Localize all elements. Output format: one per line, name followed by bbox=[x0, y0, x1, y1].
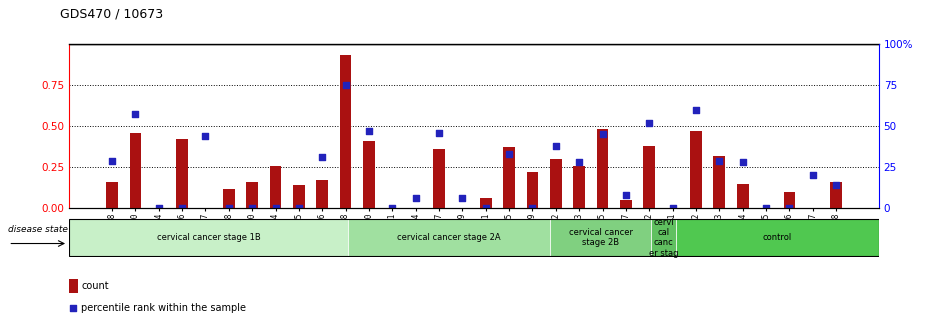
Point bbox=[362, 128, 376, 134]
Bar bbox=[620, 200, 632, 208]
Point bbox=[291, 206, 306, 211]
Bar bbox=[597, 129, 609, 208]
Point bbox=[128, 112, 142, 117]
Bar bbox=[177, 139, 188, 208]
Bar bbox=[831, 182, 842, 208]
Point bbox=[284, 166, 299, 172]
Bar bbox=[550, 219, 651, 256]
Bar bbox=[106, 182, 117, 208]
Point bbox=[525, 206, 540, 211]
Bar bbox=[644, 146, 655, 208]
Bar bbox=[246, 182, 258, 208]
Point bbox=[665, 206, 680, 211]
Bar bbox=[676, 219, 879, 256]
Point bbox=[455, 196, 470, 201]
Text: GDS470 / 10673: GDS470 / 10673 bbox=[60, 7, 163, 20]
Bar bbox=[270, 166, 281, 208]
Bar bbox=[339, 55, 352, 208]
Point bbox=[198, 133, 213, 138]
Point bbox=[175, 206, 190, 211]
Point bbox=[339, 82, 353, 88]
Bar bbox=[316, 180, 328, 208]
Point bbox=[408, 196, 423, 201]
Bar bbox=[737, 183, 748, 208]
Point bbox=[712, 158, 727, 163]
Bar bbox=[69, 279, 78, 293]
Point bbox=[245, 206, 260, 211]
Text: cervical cancer
stage 2B: cervical cancer stage 2B bbox=[569, 228, 633, 247]
Point bbox=[314, 155, 329, 160]
Point bbox=[782, 206, 796, 211]
Point bbox=[432, 130, 447, 135]
Point bbox=[221, 206, 236, 211]
Bar bbox=[433, 149, 445, 208]
Point bbox=[385, 206, 400, 211]
Point bbox=[478, 206, 493, 211]
Bar bbox=[130, 133, 142, 208]
Bar bbox=[348, 219, 550, 256]
Bar bbox=[293, 185, 304, 208]
Bar bbox=[690, 131, 702, 208]
Text: disease state: disease state bbox=[8, 225, 68, 234]
Bar bbox=[574, 166, 585, 208]
Point bbox=[572, 160, 586, 165]
Bar bbox=[223, 188, 235, 208]
Bar bbox=[713, 156, 725, 208]
Bar bbox=[503, 148, 515, 208]
Point bbox=[735, 160, 750, 165]
Point bbox=[549, 143, 563, 149]
Point bbox=[806, 173, 820, 178]
Point bbox=[501, 151, 516, 157]
Point bbox=[619, 193, 634, 198]
Point bbox=[688, 107, 703, 112]
Point bbox=[105, 158, 119, 163]
Point bbox=[758, 206, 773, 211]
Text: cervical cancer stage 2A: cervical cancer stage 2A bbox=[397, 233, 500, 242]
Text: percentile rank within the sample: percentile rank within the sample bbox=[81, 303, 246, 313]
Bar bbox=[69, 219, 348, 256]
Text: cervical cancer stage 1B: cervical cancer stage 1B bbox=[156, 233, 260, 242]
Bar bbox=[783, 192, 796, 208]
Bar bbox=[364, 141, 375, 208]
Text: control: control bbox=[763, 233, 792, 242]
Text: count: count bbox=[81, 281, 109, 291]
Text: cervi
cal
canc
er stag: cervi cal canc er stag bbox=[649, 218, 679, 258]
Point bbox=[152, 206, 166, 211]
Point bbox=[595, 132, 610, 137]
Bar bbox=[526, 172, 538, 208]
Point bbox=[268, 206, 283, 211]
Point bbox=[642, 120, 657, 125]
Point bbox=[829, 182, 844, 188]
Bar bbox=[480, 199, 491, 208]
Bar bbox=[550, 159, 561, 208]
Bar bbox=[651, 219, 676, 256]
